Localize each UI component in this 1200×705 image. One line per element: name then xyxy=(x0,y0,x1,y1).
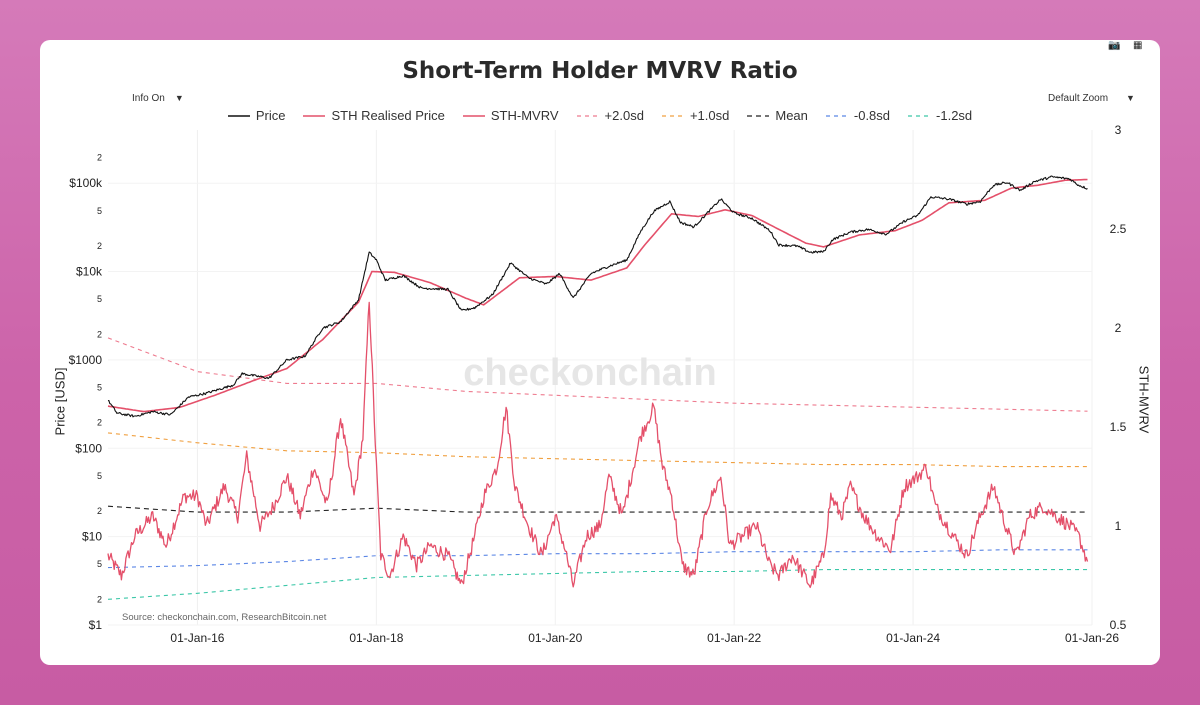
left-tick-label: 2 xyxy=(97,506,102,516)
legend-label: STH Realised Price xyxy=(331,108,445,123)
chart-card: 📷 ▦ Short-Term Holder MVRV Ratio Info On… xyxy=(40,40,1160,665)
legend-label: +2.0sd xyxy=(604,108,644,123)
legend-label: Price xyxy=(255,108,286,123)
left-tick-label: $100 xyxy=(75,441,102,455)
sth-realised-price-line xyxy=(107,178,1088,413)
right-tick-label: 1.5 xyxy=(1110,420,1127,434)
legend: Price STH Realised Price STH-MVRV +2.0sd… xyxy=(40,108,1160,123)
legend-item-sth-mvrv[interactable]: STH-MVRV xyxy=(462,108,559,123)
legend-label: -1.2sd xyxy=(936,108,973,123)
x-tick-label: 01-Jan-22 xyxy=(707,631,761,645)
legend-swatch-minus-0-8sd xyxy=(825,114,848,117)
band-mean xyxy=(107,505,1088,513)
legend-swatch-mean xyxy=(747,114,770,117)
left-tick-label: 5 xyxy=(97,294,102,304)
legend-label: Mean xyxy=(775,108,808,123)
zoom-select-label: Default Zoom xyxy=(1048,93,1109,104)
plotly-logo-icon[interactable]: ▦ xyxy=(1133,40,1143,51)
x-tick-label: 01-Jan-24 xyxy=(886,631,940,645)
x-tick-label: 01-Jan-26 xyxy=(1065,631,1119,645)
x-tick-label: 01-Jan-18 xyxy=(349,631,403,645)
legend-item-minus-1-2sd[interactable]: -1.2sd xyxy=(908,108,972,123)
chevron-down-icon: ▼ xyxy=(1126,93,1135,103)
x-tick-label: 01-Jan-16 xyxy=(170,631,224,645)
left-tick-label: $1 xyxy=(89,618,103,632)
left-tick-label: 2 xyxy=(97,418,102,428)
plot-area[interactable]: checkonchain $1 2 5 $10 2 5 $100 2 5 $1000 2 5 $10k 2… xyxy=(40,40,1160,665)
left-tick-label: 2 xyxy=(97,241,102,251)
watermark: checkonchain xyxy=(463,352,716,394)
band-20sd xyxy=(107,337,1088,412)
left-tick-label: 5 xyxy=(97,559,102,569)
right-tick-label: 1 xyxy=(1115,519,1122,533)
camera-icon[interactable]: 📷 xyxy=(1108,40,1121,51)
zoom-select[interactable]: Default Zoom ▼ xyxy=(1048,93,1135,104)
right-tick-label: 2 xyxy=(1115,321,1122,335)
left-tick-label: 5 xyxy=(97,383,102,393)
left-tick-label: 5 xyxy=(97,471,102,481)
legend-label: +1.0sd xyxy=(689,108,730,123)
legend-item-mean[interactable]: Mean xyxy=(747,108,808,123)
chevron-down-icon: ▼ xyxy=(174,93,184,103)
legend-label: -0.8sd xyxy=(853,108,891,123)
right-tick-label: 0.5 xyxy=(1110,618,1127,632)
right-tick-label: 3 xyxy=(1115,123,1122,137)
left-tick-label: 5 xyxy=(97,206,102,216)
legend-item-sth-realised-price[interactable]: STH Realised Price xyxy=(303,108,445,123)
legend-label: STH-MVRV xyxy=(490,108,559,123)
info-toggle-label: Info On xyxy=(132,93,165,104)
info-toggle[interactable]: Info On ▼ xyxy=(132,93,184,104)
band-08sd xyxy=(107,549,1088,569)
left-tick-label: 2 xyxy=(97,153,102,163)
left-tick-label: 2 xyxy=(97,594,102,604)
legend-item-price[interactable]: Price xyxy=(227,108,286,123)
legend-swatch-sth-realised-price xyxy=(303,114,326,117)
legend-swatch-sth-mvrv xyxy=(462,114,485,117)
source-note: Source: checkonchain.com, ResearchBitcoi… xyxy=(122,612,327,623)
legend-item-plus-1sd[interactable]: +1.0sd xyxy=(661,108,730,123)
legend-item-minus-0-8sd[interactable]: -0.8sd xyxy=(825,108,891,123)
x-tick-label: 01-Jan-20 xyxy=(528,631,582,645)
sth-mvrv-line xyxy=(107,301,1089,589)
left-tick-label: $10 xyxy=(82,530,102,544)
legend-swatch-price xyxy=(227,114,250,117)
legend-swatch-minus-1-2sd xyxy=(908,114,931,117)
band-10sd xyxy=(107,432,1088,468)
legend-swatch-plus-2sd xyxy=(576,114,599,117)
legend-item-plus-2sd[interactable]: +2.0sd xyxy=(576,108,644,123)
legend-swatch-plus-1sd xyxy=(661,114,684,117)
left-tick-label: $100k xyxy=(69,176,103,190)
price-line xyxy=(107,175,1088,418)
left-tick-label: $1000 xyxy=(69,353,103,367)
band-12sd xyxy=(107,569,1088,600)
left-tick-label: 2 xyxy=(97,329,102,339)
left-tick-label: $10k xyxy=(76,265,103,279)
chart-title: Short-Term Holder MVRV Ratio xyxy=(402,58,798,84)
right-tick-label: 2.5 xyxy=(1110,222,1127,236)
